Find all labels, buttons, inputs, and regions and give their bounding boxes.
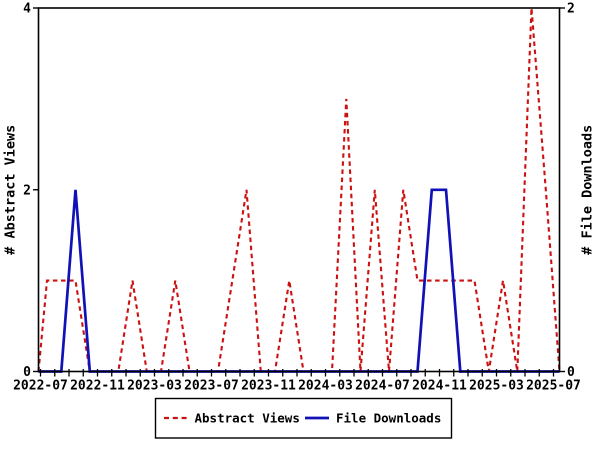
x-tick-label: 2025-07 xyxy=(526,379,581,394)
right-y-tick-label: 2 xyxy=(567,2,575,17)
left-y-tick-label: 2 xyxy=(23,183,31,198)
left-axis-title: # Abstract Views xyxy=(3,125,19,255)
x-tick-label: 2024-11 xyxy=(412,379,467,394)
x-tick-label: 2023-07 xyxy=(184,379,239,394)
left-y-tick-label: 0 xyxy=(23,365,31,380)
legend-box xyxy=(154,397,453,439)
x-tick-label: 2025-03 xyxy=(469,379,524,394)
abstract-views-line xyxy=(37,7,561,373)
x-tick-label: 2023-11 xyxy=(241,379,296,394)
legend-file-downloads-label: File Downloads xyxy=(336,411,441,426)
left-y-tick-label: 4 xyxy=(23,2,31,17)
right-axis-title: # File Downloads xyxy=(580,125,596,255)
x-tick-label: 2024-03 xyxy=(298,379,353,394)
x-tick-label: 2024-07 xyxy=(355,379,410,394)
x-tick-label: 2023-03 xyxy=(127,379,182,394)
legend-abstract-views-label: Abstract Views xyxy=(195,411,300,426)
x-tick-label: 2022-07 xyxy=(13,379,68,394)
right-y-tick-label: 0 xyxy=(567,365,575,380)
x-tick-label: 2022-11 xyxy=(70,379,125,394)
